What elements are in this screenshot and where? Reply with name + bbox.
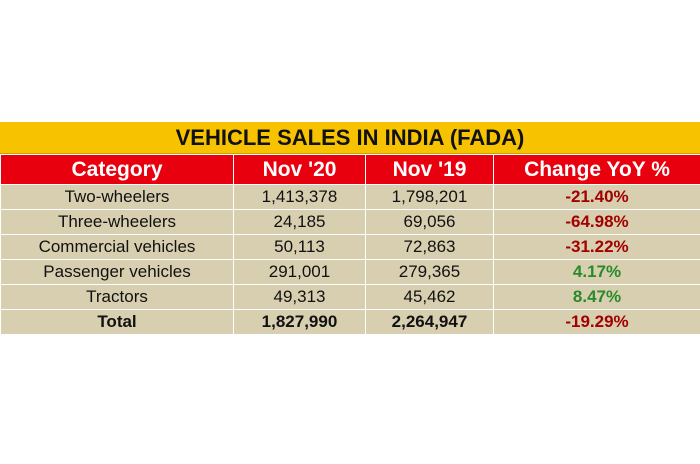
- value-cell: 45,462: [365, 284, 494, 310]
- value-cell: 49,313: [233, 284, 366, 310]
- category-cell: Two-wheelers: [0, 184, 234, 210]
- header-cell: Nov '20: [233, 154, 366, 185]
- table-body: Two-wheelers 1,413,378 1,798,201 -21.40% Thr…: [0, 184, 700, 335]
- value-cell: 4.17%: [493, 259, 700, 285]
- table-row: Commercial vehicles 50,113 72,863 -31.22%: [0, 234, 700, 260]
- value-cell: 2,264,947: [365, 309, 494, 335]
- header-row: Category Nov '20 Nov '19 Change YoY %: [0, 154, 700, 185]
- table-row: Three-wheelers 24,185 69,056 -64.98%: [0, 209, 700, 235]
- category-cell: Commercial vehicles: [0, 234, 234, 260]
- header-cell: Change YoY %: [493, 154, 700, 185]
- value-cell: 291,001: [233, 259, 366, 285]
- table-row: Total 1,827,990 2,264,947 -19.29%: [0, 309, 700, 335]
- sales-table: VEHICLE SALES IN INDIA (FADA) Category No…: [0, 122, 700, 335]
- category-cell: Three-wheelers: [0, 209, 234, 235]
- value-cell: 24,185: [233, 209, 366, 235]
- table-title: VEHICLE SALES IN INDIA (FADA): [0, 122, 700, 154]
- value-cell: -64.98%: [493, 209, 700, 235]
- table-row: Tractors 49,313 45,462 8.47%: [0, 284, 700, 310]
- value-cell: 69,056: [365, 209, 494, 235]
- table-row: Two-wheelers 1,413,378 1,798,201 -21.40%: [0, 184, 700, 210]
- category-cell: Total: [0, 309, 234, 335]
- category-cell: Tractors: [0, 284, 234, 310]
- value-cell: 279,365: [365, 259, 494, 285]
- value-cell: -19.29%: [493, 309, 700, 335]
- header-cell: Category: [0, 154, 234, 185]
- value-cell: 1,413,378: [233, 184, 366, 210]
- value-cell: -21.40%: [493, 184, 700, 210]
- value-cell: 1,827,990: [233, 309, 366, 335]
- table-grid: Category Nov '20 Nov '19 Change YoY % Two-w…: [0, 154, 700, 335]
- value-cell: 72,863: [365, 234, 494, 260]
- header-cell: Nov '19: [365, 154, 494, 185]
- value-cell: 8.47%: [493, 284, 700, 310]
- value-cell: -31.22%: [493, 234, 700, 260]
- category-cell: Passenger vehicles: [0, 259, 234, 285]
- value-cell: 50,113: [233, 234, 366, 260]
- value-cell: 1,798,201: [365, 184, 494, 210]
- table-row: Passenger vehicles 291,001 279,365 4.17%: [0, 259, 700, 285]
